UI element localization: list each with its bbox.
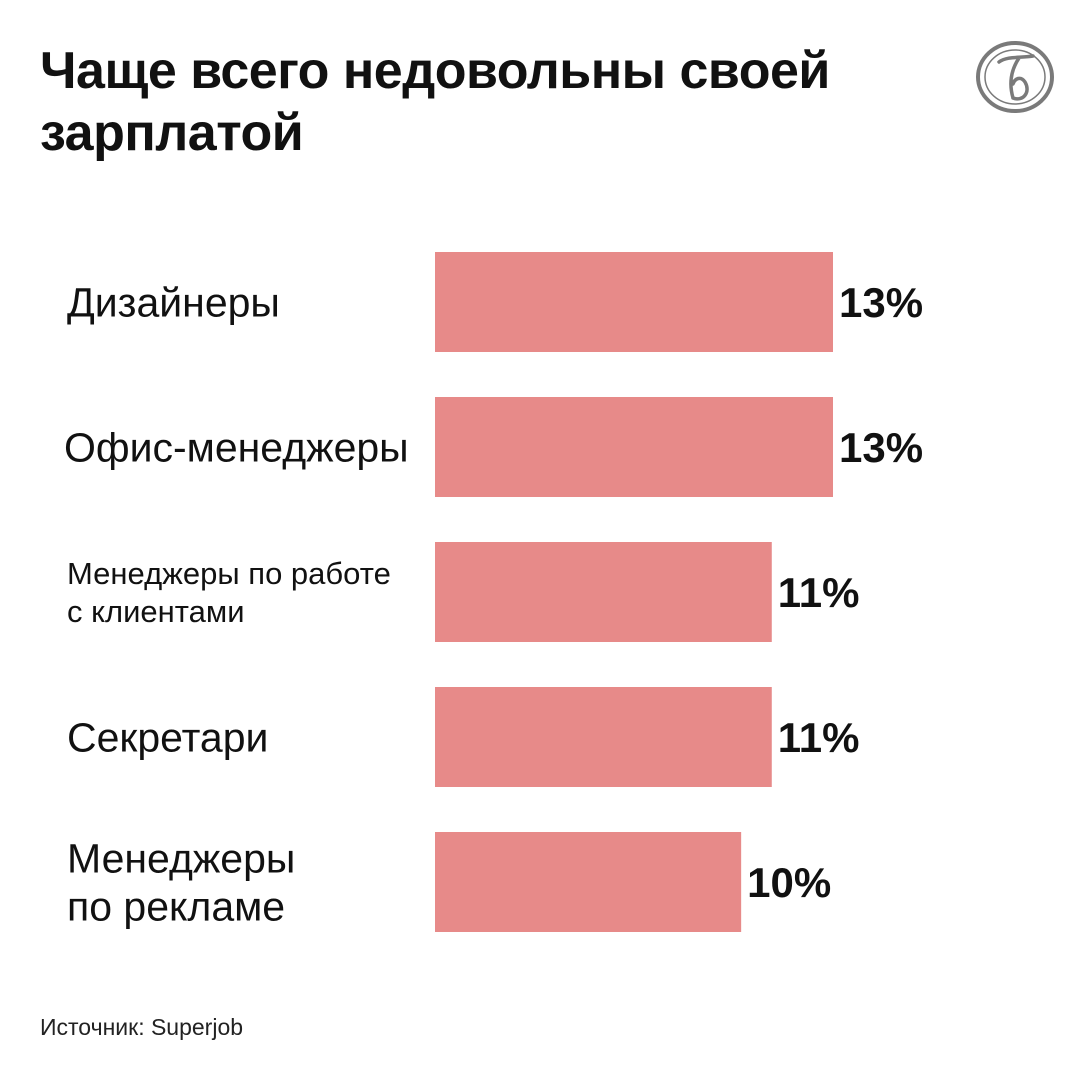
bar-1 xyxy=(435,252,833,352)
bar-5 xyxy=(435,832,742,932)
logo-monogram-stroke xyxy=(997,54,1035,101)
bar-4 xyxy=(435,687,772,787)
category-label-2: Офис-менеджеры xyxy=(64,424,409,470)
category-label-1: Дизайнеры xyxy=(67,279,280,325)
value-label-4: 11% xyxy=(778,714,860,761)
value-label-5: 10% xyxy=(747,859,831,906)
value-label-3: 11% xyxy=(778,569,860,616)
category-label-5-line-1: Менеджеры xyxy=(67,835,295,881)
category-label-5-line-2: по рекламе xyxy=(67,883,285,929)
value-label-2: 13% xyxy=(839,424,923,471)
category-label-4: Секретари xyxy=(67,714,268,760)
category-label-3-line-1: Менеджеры по работе xyxy=(67,556,391,591)
logo-outer-ring xyxy=(976,41,1054,113)
bar-2 xyxy=(435,397,833,497)
chart-title: Чаще всего недовольны своей зарплатой xyxy=(40,42,830,162)
logo-inner-ring xyxy=(984,49,1046,105)
bar-3 xyxy=(435,542,772,642)
value-label-1: 13% xyxy=(839,279,923,326)
newspaper-monogram-logo xyxy=(976,41,1054,113)
category-label-3-line-2: с клиентами xyxy=(67,594,245,629)
source-note: Источник: Superjob xyxy=(40,1014,244,1040)
